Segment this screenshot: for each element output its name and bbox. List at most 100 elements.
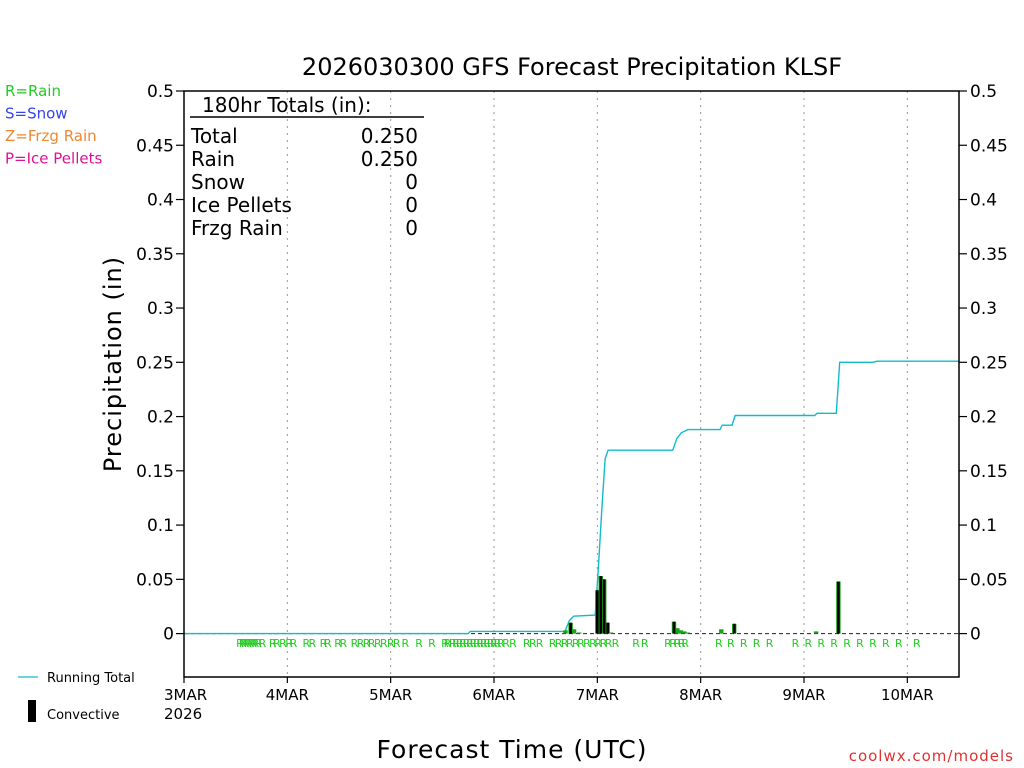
x-tick-label: 7MAR — [576, 686, 619, 704]
convective-bar — [599, 576, 603, 634]
rain-type-mark: R — [669, 637, 677, 650]
rain-type-mark: R — [843, 637, 851, 650]
rain-type-mark: R — [476, 637, 484, 650]
rain-type-mark: R — [766, 637, 774, 650]
rain-type-mark: R — [549, 637, 557, 650]
rain-type-mark: R — [363, 637, 371, 650]
y-tick-label: 0.4 — [970, 191, 997, 211]
y-tick-label: 0.1 — [970, 516, 997, 536]
totals-row-value: 0.250 — [361, 124, 418, 148]
rain-type-mark: R — [259, 637, 267, 650]
totals-row-label: Total — [190, 124, 238, 148]
rain-type-mark: R — [252, 637, 260, 650]
totals-row-value: 0 — [405, 193, 418, 217]
rain-type-mark: R — [290, 637, 298, 650]
rain-type-mark: R — [374, 637, 382, 650]
rain-type-mark: R — [594, 637, 602, 650]
y-tick-label: 0.3 — [147, 299, 174, 319]
y-tick-label: 0 — [163, 625, 174, 645]
precip-bar — [678, 630, 684, 634]
rain-type-mark: R — [523, 637, 531, 650]
rain-type-mark: R — [715, 637, 723, 650]
type-legend-item: R=Rain — [5, 82, 61, 100]
rain-type-mark: R — [459, 637, 467, 650]
rain-type-mark: R — [444, 637, 452, 650]
totals-rows: Total 0.250 Rain 0.250 Snow 0 Ice Pellets 0 Frzg… — [190, 124, 418, 240]
precip-bar — [563, 630, 568, 634]
rain-type-mark: R — [368, 637, 376, 650]
rain-type-mark: R — [641, 637, 649, 650]
rain-type-mark: R — [236, 637, 244, 650]
precip-bar — [608, 632, 614, 634]
rain-type-mark: R — [244, 637, 252, 650]
rain-type-mark: R — [339, 637, 347, 650]
rain-type-mark: R — [239, 637, 247, 650]
rain-type-mark: R — [241, 637, 249, 650]
rain-type-mark: R — [249, 637, 257, 650]
rain-type-mark: R — [380, 637, 388, 650]
rain-type-mark: R — [334, 637, 342, 650]
precip-bar — [577, 632, 582, 634]
rain-type-mark: R — [494, 637, 502, 650]
convective-bar — [569, 622, 572, 634]
y-tick-label: 0.15 — [970, 462, 1008, 482]
type-legend-item: S=Snow — [5, 105, 68, 123]
rain-type-mark: R — [612, 637, 620, 650]
rain-type-mark: R — [830, 637, 838, 650]
totals-row-label: Rain — [191, 147, 235, 171]
rain-type-mark: R — [727, 637, 735, 650]
x-tick-label: 3MAR — [164, 686, 207, 704]
y-tick-label: 0.35 — [136, 245, 174, 265]
rain-type-mark: R — [753, 637, 761, 650]
x-tick-label: 10MAR — [881, 686, 934, 704]
rain-type-mark: R — [483, 637, 491, 650]
y-tick-label: 0.45 — [136, 136, 174, 156]
y-tick-label: 0.2 — [970, 408, 997, 428]
rain-type-mark: R — [387, 637, 395, 650]
precip-bar — [719, 629, 724, 634]
rain-type-mark: R — [415, 637, 423, 650]
totals-heading: 180hr Totals (in): — [202, 93, 372, 117]
convective-legend-label: Convective — [47, 708, 120, 723]
rain-type-mark: R — [882, 637, 890, 650]
rain-type-mark: R — [428, 637, 436, 650]
x-tick-label: 4MAR — [266, 686, 309, 704]
rain-type-mark: R — [393, 637, 401, 650]
rain-type-mark: R — [600, 637, 608, 650]
convective-bar — [672, 621, 676, 634]
totals-row-label: Snow — [191, 170, 245, 194]
y-tick-label: 0.35 — [970, 245, 1008, 265]
rain-type-mark: R — [664, 637, 672, 650]
totals-row-value: 0 — [405, 216, 418, 240]
rain-type-mark: R — [285, 637, 293, 650]
plot-frame — [183, 90, 960, 678]
series-legend: Running Total Convective — [18, 671, 135, 723]
y-tick-label: 0 — [970, 625, 981, 645]
chart-title: 2026030300 GFS Forecast Precipitation KL… — [302, 53, 842, 81]
rain-type-mark: R — [555, 637, 563, 650]
rain-type-mark: R — [487, 637, 495, 650]
precip-type-legend: R=Rain S=Snow Z=Frzg Rain P=Ice Pellets — [5, 82, 102, 168]
rain-type-mark: R — [469, 637, 477, 650]
rain-type-mark: R — [792, 637, 800, 650]
precip-bar — [813, 631, 819, 634]
rain-type-mark: R — [577, 637, 585, 650]
rain-type-mark: R — [605, 637, 613, 650]
x-tick-label: 8MAR — [679, 686, 722, 704]
rain-type-mark: R — [497, 637, 505, 650]
rain-type-mark: R — [509, 637, 517, 650]
rain-type-mark: R — [572, 637, 580, 650]
rain-type-mark: R — [561, 637, 569, 650]
rain-type-mark: R — [269, 637, 277, 650]
watermark: coolwx.com/models — [849, 747, 1014, 765]
x-tick-label: 6MAR — [472, 686, 515, 704]
rain-type-mark: R — [463, 637, 471, 650]
rain-type-mark: R — [804, 637, 812, 650]
rain-type-mark: R — [632, 637, 640, 650]
rain-type-mark: R — [246, 637, 254, 650]
y-tick-label: 0.05 — [136, 570, 174, 590]
rain-type-mark: R — [583, 637, 591, 650]
rain-type-mark: R — [302, 637, 310, 650]
